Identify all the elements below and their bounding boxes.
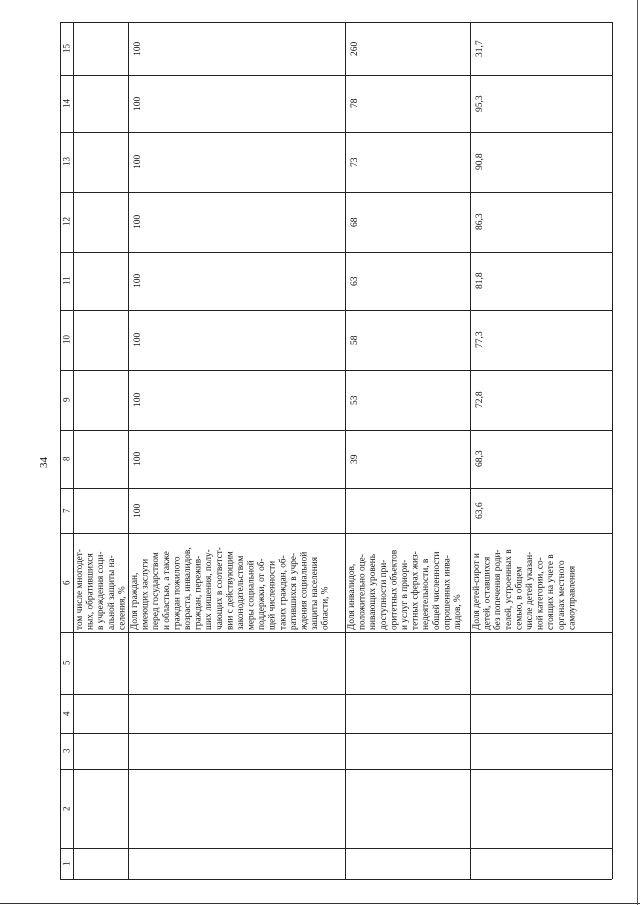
column-divider — [60, 769, 612, 770]
indicator-name: том числе многодет- ных, обратившихся в … — [75, 549, 128, 630]
column-header: 12 — [61, 217, 72, 227]
indicator-value: 100 — [133, 214, 143, 230]
column-divider — [60, 132, 612, 133]
indicator-name: Доля инвалидов, положительно оце- нивающ… — [347, 549, 463, 630]
indicator-value — [76, 488, 90, 533]
indicator-value — [76, 310, 90, 370]
column-header: 10 — [61, 335, 72, 345]
indicator-value — [76, 370, 90, 430]
column-divider — [60, 733, 612, 734]
indicator-name: Доля детей-сирот и детей, оставшихся без… — [472, 549, 578, 630]
column-divider — [60, 879, 612, 880]
column-divider — [60, 488, 612, 489]
indicator-value: 260 — [350, 41, 360, 56]
indicator-value — [76, 192, 90, 252]
column-divider — [60, 252, 612, 253]
column-header: 5 — [61, 660, 72, 666]
scan-edge-right — [637, 0, 638, 905]
indicator-value — [76, 252, 90, 310]
indicator-value: 58 — [350, 335, 360, 345]
indicator-value: 95,3 — [475, 95, 485, 112]
indicator-value: 81,8 — [475, 272, 485, 290]
indicator-value: 68 — [350, 217, 360, 227]
indicator-value: 63 — [350, 276, 360, 286]
page-number: 34 — [38, 457, 50, 468]
indicator-value — [76, 22, 90, 75]
indicator-value: 100 — [133, 503, 143, 518]
indicator-value: 100 — [133, 392, 143, 408]
scan-edge-bottom — [0, 903, 640, 904]
indicator-value — [76, 75, 90, 132]
row-divider — [128, 22, 129, 879]
column-divider — [60, 22, 612, 23]
indicator-value: 100 — [133, 154, 143, 170]
indicator-value — [348, 488, 362, 533]
row-divider — [73, 22, 74, 879]
column-divider — [60, 694, 612, 695]
indicator-value: 100 — [133, 41, 143, 56]
column-header: 8 — [61, 456, 72, 462]
indicator-name: Доля граждан, имеющих заслуги перед госу… — [130, 547, 331, 630]
indicator-value: 31,7 — [475, 40, 485, 57]
column-header: 9 — [61, 397, 72, 403]
column-header: 7 — [61, 508, 72, 513]
column-divider — [60, 533, 612, 534]
column-header: 6 — [61, 580, 72, 585]
column-header: 13 — [61, 157, 72, 167]
column-header: 15 — [61, 44, 72, 53]
indicator-value — [76, 430, 90, 488]
indicator-value: 63,6 — [475, 502, 485, 519]
row-divider — [470, 22, 471, 879]
column-divider — [60, 370, 612, 371]
indicator-value: 100 — [133, 332, 143, 348]
row-divider — [345, 22, 346, 879]
indicator-value: 73 — [350, 157, 360, 167]
indicator-value: 90,8 — [475, 153, 485, 171]
column-header: 3 — [61, 748, 72, 754]
column-header: 1 — [61, 861, 72, 866]
indicator-value — [76, 132, 90, 192]
indicator-value: 72,8 — [475, 391, 485, 409]
column-divider — [60, 848, 612, 849]
indicator-value: 78 — [350, 98, 360, 109]
indicator-value: 53 — [350, 395, 360, 405]
table-border — [612, 22, 613, 879]
indicator-value: 86,3 — [475, 213, 485, 231]
indicator-value: 39 — [350, 454, 360, 464]
column-divider — [60, 310, 612, 311]
column-header: 11 — [61, 276, 72, 286]
indicator-value: 77,3 — [475, 331, 485, 349]
row-divider — [60, 22, 61, 879]
column-divider — [60, 75, 612, 76]
indicator-value: 68,3 — [475, 450, 485, 468]
indicator-value: 100 — [133, 96, 143, 111]
column-divider — [60, 632, 612, 633]
column-divider — [60, 192, 612, 193]
column-header: 2 — [61, 806, 72, 811]
column-divider — [60, 430, 612, 431]
column-header: 14 — [61, 99, 72, 108]
indicator-value: 100 — [133, 451, 143, 467]
column-header: 4 — [61, 711, 72, 716]
indicator-value: 100 — [133, 273, 143, 289]
